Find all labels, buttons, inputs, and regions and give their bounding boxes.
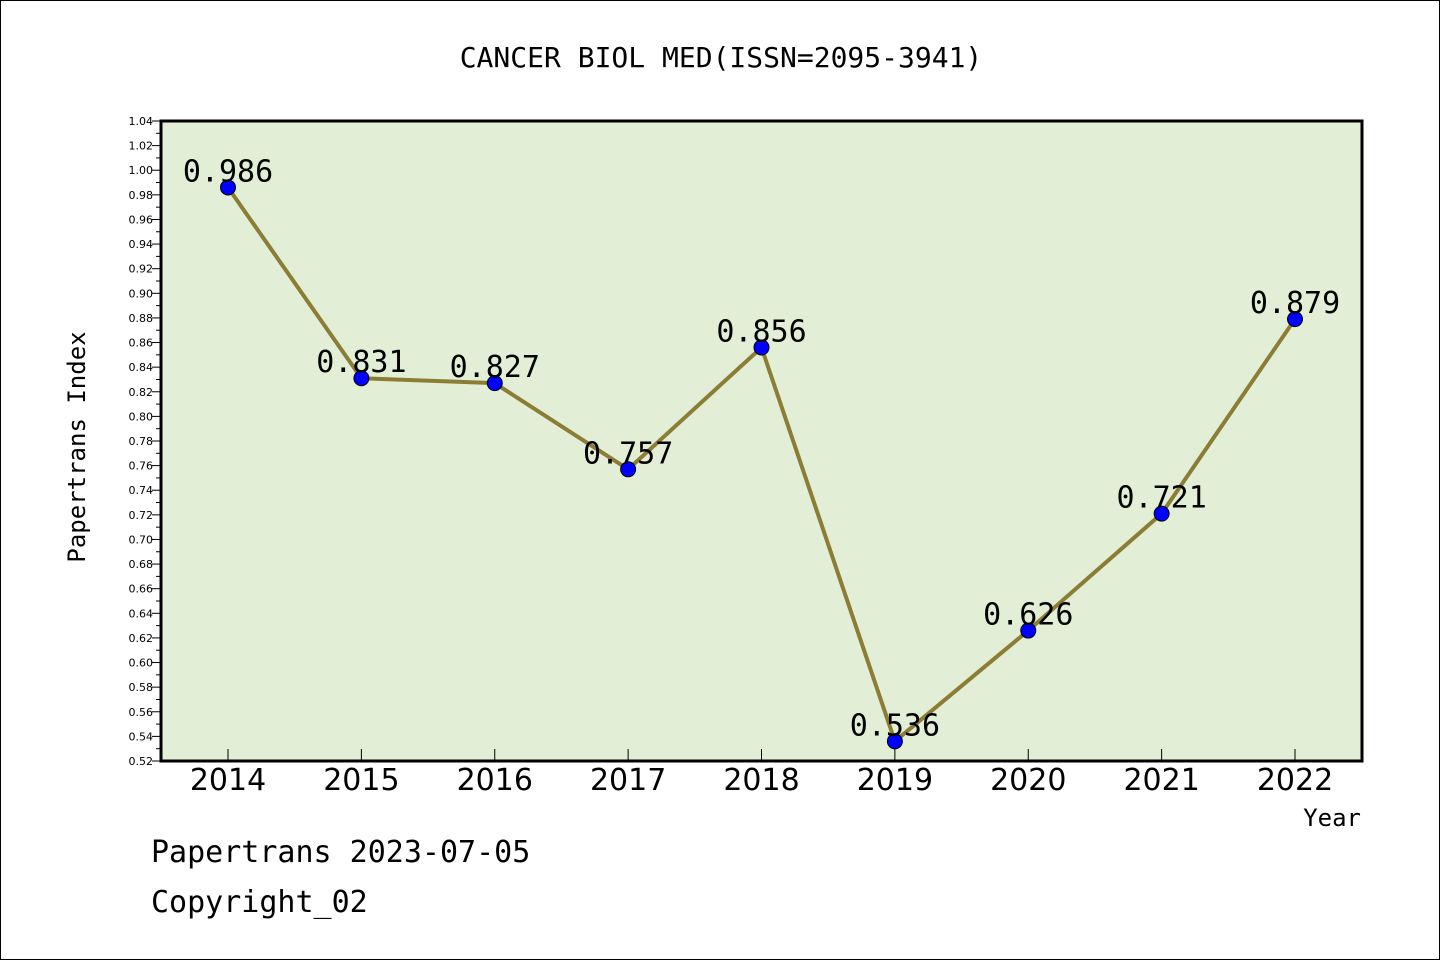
y-tick-label: 0.76 (129, 460, 154, 473)
data-point (886, 733, 903, 750)
y-tick-label: 0.96 (129, 213, 154, 226)
x-tick-label: 2021 (1123, 763, 1199, 798)
data-label: 0.721 (1116, 481, 1206, 516)
y-tick-label: 0.54 (129, 730, 154, 743)
footer-copyright: Copyright_02 (151, 885, 368, 920)
y-tick-label: 0.56 (129, 706, 154, 719)
data-labels-group: 0.986 0.831 0.827 0.757 0.856 0.536 0.626 0.721… (183, 154, 1340, 743)
data-label: 0.757 (583, 436, 673, 471)
data-label: 0.856 (716, 314, 806, 349)
data-point (1020, 622, 1037, 639)
y-tick-label: 0.98 (129, 189, 154, 202)
y-tick-label: 0.58 (129, 681, 154, 694)
data-label: 0.827 (450, 350, 540, 385)
data-point (753, 339, 770, 356)
y-tick-label: 1.00 (129, 164, 154, 177)
data-label: 0.626 (983, 598, 1073, 633)
plot-area (159, 119, 1364, 763)
y-tick-label: 0.68 (129, 558, 154, 571)
footer-date: Papertrans 2023-07-05 (151, 835, 531, 870)
y-tick-label: 0.66 (129, 583, 154, 596)
y-axis-title: Papertrans Index (63, 331, 91, 562)
chart-title: CANCER BIOL MED(ISSN=2095-3941) (460, 41, 983, 74)
y-tick-label: 0.62 (129, 632, 154, 645)
y-tick-label: 0.92 (129, 263, 154, 276)
y-tick-label: 0.60 (129, 657, 154, 670)
y-tick-label: 0.90 (129, 287, 154, 300)
x-tick-label: 2022 (1257, 763, 1333, 798)
y-tick-label: 0.82 (129, 386, 154, 399)
data-label: 0.986 (183, 154, 273, 189)
data-point (1153, 505, 1170, 522)
y-tick-label: 0.84 (129, 361, 154, 374)
data-label: 0.879 (1250, 286, 1340, 321)
y-tick-label: 1.02 (129, 140, 154, 153)
y-axis-ticks: 0.52 0.54 0.56 0.58 0.60 0.62 0.64 0.66 0.68 0.70… (129, 115, 161, 768)
y-tick-label: 0.74 (129, 484, 154, 497)
y-tick-label: 0.64 (129, 607, 154, 620)
y-tick-label: 0.70 (129, 533, 154, 546)
data-point (620, 461, 637, 478)
x-tick-label: 2017 (590, 763, 666, 798)
data-label: 0.831 (316, 345, 406, 380)
x-axis-ticks: 2014 2015 2016 2017 2018 2019 2020 2021 2022 (190, 749, 1333, 798)
x-tick-label: 2015 (323, 763, 399, 798)
y-tick-label: 0.94 (129, 238, 154, 251)
y-tick-label: 0.86 (129, 337, 154, 350)
x-tick-label: 2016 (457, 763, 533, 798)
y-tick-label: 0.72 (129, 509, 154, 522)
data-point (353, 370, 370, 387)
y-tick-label: 0.52 (129, 755, 154, 768)
data-label: 0.536 (850, 708, 940, 743)
y-tick-label: 0.88 (129, 312, 154, 325)
x-tick-label: 2020 (990, 763, 1066, 798)
x-tick-label: 2019 (857, 763, 933, 798)
x-tick-label: 2018 (723, 763, 799, 798)
data-point (486, 375, 503, 392)
series-group (220, 179, 1303, 750)
y-tick-label: 1.04 (129, 115, 154, 128)
data-point (220, 179, 236, 196)
x-tick-label: 2014 (190, 763, 266, 798)
x-axis-title: Year (1303, 804, 1361, 832)
y-tick-label: 0.80 (129, 410, 154, 423)
y-tick-label: 0.78 (129, 435, 154, 448)
data-point (1287, 311, 1303, 328)
